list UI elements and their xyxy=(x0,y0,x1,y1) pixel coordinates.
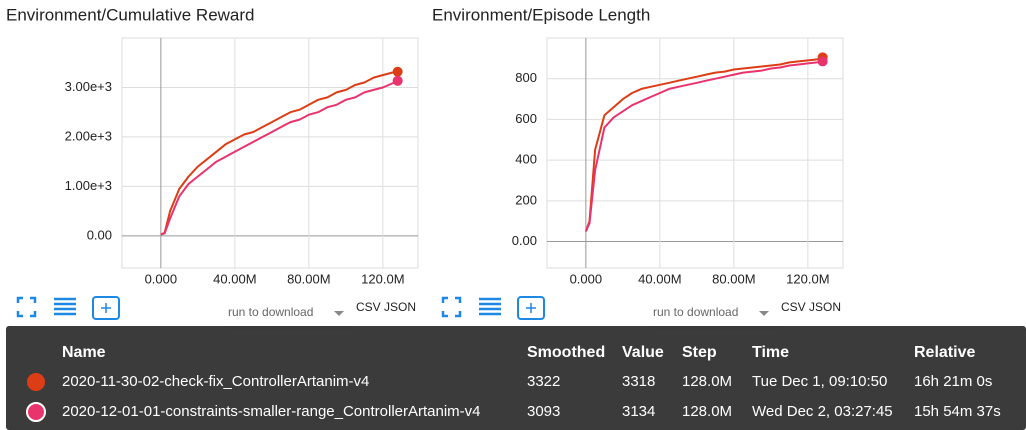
fit-domain-cross xyxy=(526,303,536,313)
end-point xyxy=(392,75,403,86)
x-tick-label: 80.00M xyxy=(712,271,755,286)
fit-domain-cross xyxy=(101,303,111,313)
series-line xyxy=(584,56,824,232)
csv-link[interactable]: CSV xyxy=(781,300,806,314)
dropdown[interactable]: run to download xyxy=(228,305,313,319)
x-tick-label: 40.00M xyxy=(213,271,256,286)
cell: 3318 xyxy=(622,373,655,390)
log-scale-icon[interactable] xyxy=(54,297,76,316)
end-point xyxy=(392,66,403,77)
x-tick-label: 80.00M xyxy=(287,271,330,286)
json-link[interactable]: JSON xyxy=(809,300,841,314)
y-tick-label: 2.00e+3 xyxy=(65,128,112,143)
tooltip: Name Smoothed Value Step Time Relative 2020-11… xyxy=(6,326,1026,430)
log-scale-icon[interactable] xyxy=(479,297,501,316)
column-header: Time xyxy=(752,344,789,361)
fullscreen-icon[interactable] xyxy=(441,296,462,318)
column-header: Smoothed xyxy=(527,344,605,361)
dropdown-arrow[interactable] xyxy=(759,311,769,316)
y-tick-label: 800 xyxy=(515,70,537,85)
x-tick-label: 120.0M xyxy=(786,271,829,286)
plot-frame xyxy=(121,37,419,269)
cell: 3322 xyxy=(527,373,560,390)
y-tick-label: 200 xyxy=(515,192,537,207)
toolbars: run to download CSV JSON run to download… xyxy=(16,296,841,329)
tooltip-background xyxy=(6,326,1026,430)
x-tick-label: 40.00M xyxy=(638,271,681,286)
cell: 2020-11-30-02-check-fix_ControllerArtani… xyxy=(62,373,369,390)
dropdown[interactable]: run to download xyxy=(653,305,738,319)
cell: 128.0M xyxy=(682,373,732,390)
column-header: Name xyxy=(62,344,106,361)
cell: 16h 21m 0s xyxy=(914,373,992,390)
chart-title: Environment/Episode Length xyxy=(432,5,650,24)
cell: 2020-12-01-01-constraints-smaller-range_… xyxy=(62,403,481,420)
y-tick-label: 400 xyxy=(515,152,537,167)
series-line xyxy=(584,60,823,232)
y-tick-label: 1.00e+3 xyxy=(65,178,112,193)
chart: Environment/Cumulative Reward 0.00 1.00e+3… xyxy=(6,5,419,286)
cell: 15h 54m 37s xyxy=(914,403,1001,420)
y-tick-label: 600 xyxy=(515,111,537,126)
cell: 3134 xyxy=(622,403,655,420)
chart-title: Environment/Cumulative Reward xyxy=(6,5,255,24)
plot-frame xyxy=(546,37,844,269)
x-tick-label: 0.000 xyxy=(145,271,178,286)
column-header: Step xyxy=(682,344,717,361)
y-tick-label: 0.00 xyxy=(87,227,112,242)
x-tick-label: 0.000 xyxy=(570,271,603,286)
y-tick-label: 0.00 xyxy=(512,233,537,248)
column-header: Relative xyxy=(914,344,975,361)
json-link[interactable]: JSON xyxy=(384,300,416,314)
column-header: Value xyxy=(622,344,664,361)
x-tick-label: 120.0M xyxy=(361,271,404,286)
cell: 128.0M xyxy=(682,403,732,420)
cell: Tue Dec 1, 09:10:50 xyxy=(752,373,887,390)
chart: Environment/Episode Length 0.00 200 400 600 8… xyxy=(432,5,844,286)
csv-link[interactable]: CSV xyxy=(356,300,381,314)
dropdown-arrow[interactable] xyxy=(334,311,344,316)
fullscreen-icon[interactable] xyxy=(16,296,37,318)
series-line xyxy=(160,70,398,236)
run-dot xyxy=(26,402,46,422)
fit-domain-icon[interactable] xyxy=(92,296,120,320)
series-line xyxy=(160,79,399,236)
run-dot xyxy=(27,373,45,391)
cell: 3093 xyxy=(527,403,560,420)
cell: Wed Dec 2, 03:27:45 xyxy=(752,403,893,420)
end-point xyxy=(817,56,828,67)
fit-domain-icon[interactable] xyxy=(517,296,545,320)
y-tick-label: 3.00e+3 xyxy=(65,79,112,94)
